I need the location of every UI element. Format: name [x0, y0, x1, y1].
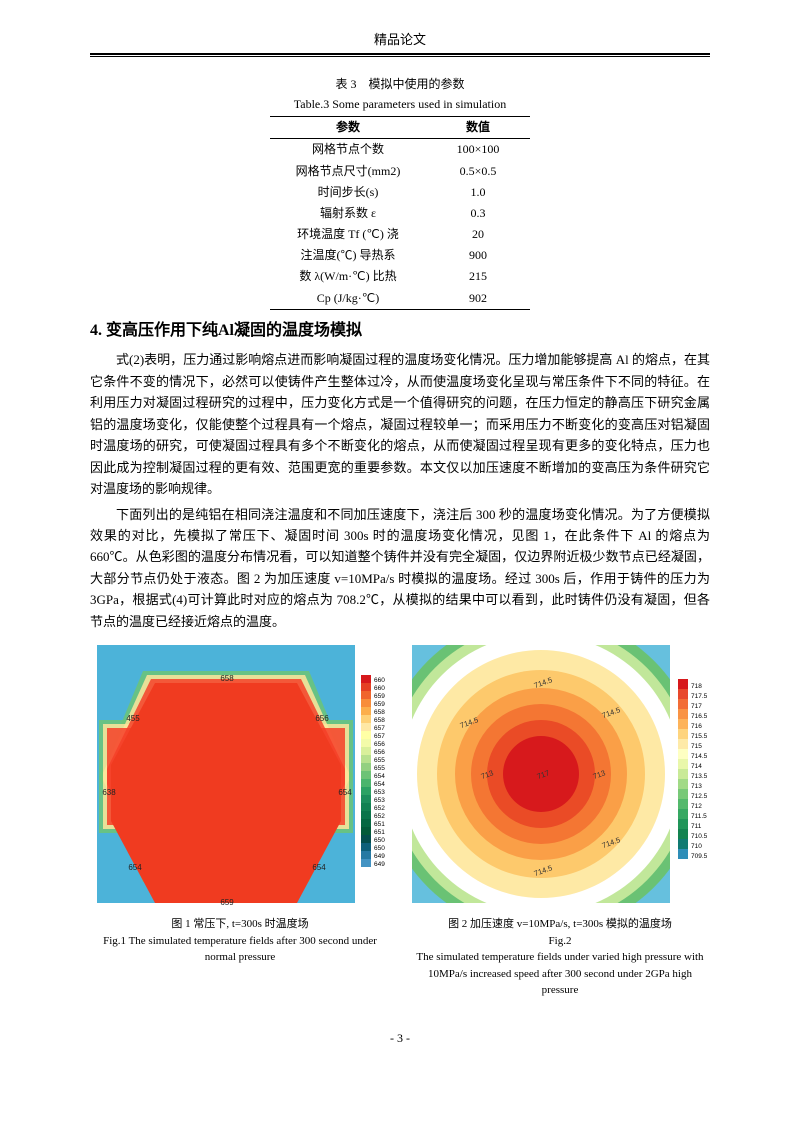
table-row: 辐射系数 ε0.3 — [270, 203, 530, 224]
svg-text:655.5: 655.5 — [374, 757, 385, 764]
table-row: Cp (J/kg·℃)902 — [270, 288, 530, 310]
svg-text:649: 649 — [374, 861, 385, 868]
svg-text:656: 656 — [315, 714, 329, 723]
cell-param: 环境温度 Tf (℃) 浇 — [270, 224, 426, 245]
svg-text:655: 655 — [374, 765, 385, 772]
svg-text:717: 717 — [691, 703, 702, 710]
svg-text:710: 710 — [691, 843, 702, 850]
table-row: 网格节点个数100×100 — [270, 139, 530, 161]
cell-value: 1.0 — [426, 182, 530, 203]
svg-text:660: 660 — [374, 685, 385, 692]
cell-value: 900 — [426, 245, 530, 266]
svg-text:716: 716 — [691, 723, 702, 730]
cell-param: Cp (J/kg·℃) — [270, 288, 426, 310]
cell-param: 数 λ(W/m·℃) 比热 — [270, 266, 426, 287]
svg-text:715: 715 — [691, 743, 702, 750]
svg-text:718: 718 — [691, 683, 702, 690]
svg-text:652: 652 — [374, 813, 385, 820]
svg-text:455: 455 — [126, 714, 140, 723]
svg-text:654: 654 — [312, 863, 326, 872]
svg-text:651.5: 651.5 — [374, 821, 385, 828]
svg-text:654.5: 654.5 — [374, 773, 385, 780]
svg-text:715.5: 715.5 — [691, 733, 708, 740]
parameters-table: 参数 数值 网格节点个数100×100网格节点尺寸(mm2)0.5×0.5时间步… — [270, 116, 530, 310]
cell-value: 20 — [426, 224, 530, 245]
table-caption-cn: 表 3 模拟中使用的参数 — [90, 75, 710, 94]
svg-text:654: 654 — [374, 781, 385, 788]
fig1-caption-en: Fig.1 The simulated temperature fields a… — [90, 933, 390, 966]
svg-text:659.5: 659.5 — [374, 693, 385, 700]
cell-param: 辐射系数 ε — [270, 203, 426, 224]
svg-text:654: 654 — [338, 788, 352, 797]
svg-text:650: 650 — [374, 845, 385, 852]
svg-text:711: 711 — [691, 823, 702, 830]
cell-param: 时间步长(s) — [270, 182, 426, 203]
cell-value: 215 — [426, 266, 530, 287]
cell-value: 100×100 — [426, 139, 530, 161]
cell-param: 注温度(℃) 导热系 — [270, 245, 426, 266]
table-row: 时间步长(s)1.0 — [270, 182, 530, 203]
table-row: 数 λ(W/m·℃) 比热215 — [270, 266, 530, 287]
svg-text:713.5: 713.5 — [691, 773, 708, 780]
svg-text:714: 714 — [691, 763, 702, 770]
svg-text:659: 659 — [374, 701, 385, 708]
svg-text:658.5: 658.5 — [374, 709, 385, 716]
cell-value: 902 — [426, 288, 530, 310]
figure-2: 714.5714.5717713713714.5714.5714.5718717… — [410, 640, 710, 999]
fig2-caption: 图 2 加压速度 v=10MPa/s, t=300s 模拟的温度场 Fig.2 … — [410, 916, 710, 999]
figures-row: 658656654654659654638455660.5660659.5659… — [90, 640, 710, 999]
table-row: 注温度(℃) 导热系900 — [270, 245, 530, 266]
svg-text:711.5: 711.5 — [691, 813, 707, 820]
svg-text:658: 658 — [220, 674, 234, 683]
fig1-heatmap: 658656654654659654638455660.5660659.5659… — [95, 640, 385, 910]
fig1-caption: 图 1 常压下, t=300s 时温度场 Fig.1 The simulated… — [90, 916, 390, 966]
cell-param: 网格节点尺寸(mm2) — [270, 161, 426, 182]
header-rule-thin — [90, 56, 710, 57]
paragraph-2: 下面列出的是纯铝在相同浇注温度和不同加压速度下，浇注后 300 秒的温度场变化情… — [90, 504, 710, 633]
svg-text:654: 654 — [128, 863, 142, 872]
svg-text:658: 658 — [374, 717, 385, 724]
table-row: 环境温度 Tf (℃) 浇20 — [270, 224, 530, 245]
fig2-caption-en-a: Fig.2 — [410, 933, 710, 950]
svg-text:656: 656 — [374, 749, 385, 756]
svg-text:656.5: 656.5 — [374, 741, 385, 748]
cell-value: 0.5×0.5 — [426, 161, 530, 182]
svg-text:717.5: 717.5 — [691, 693, 708, 700]
svg-text:713: 713 — [691, 783, 702, 790]
fig2-caption-en-b: The simulated temperature fields under v… — [410, 949, 710, 999]
svg-text:716.5: 716.5 — [691, 713, 708, 720]
page-number: - 3 - — [90, 1029, 710, 1048]
svg-text:710.5: 710.5 — [691, 833, 708, 840]
svg-text:714.5: 714.5 — [691, 753, 708, 760]
fig2-caption-cn: 图 2 加压速度 v=10MPa/s, t=300s 模拟的温度场 — [448, 918, 672, 930]
header-rule-thick — [90, 53, 710, 55]
svg-text:653: 653 — [374, 797, 385, 804]
paragraph-1: 式(2)表明，压力通过影响熔点进而影响凝固过程的温度场变化情况。压力增加能够提高… — [90, 349, 710, 499]
page-header: 精品论文 — [90, 30, 710, 51]
svg-text:657: 657 — [374, 733, 385, 740]
cell-param: 网格节点个数 — [270, 139, 426, 161]
svg-text:638: 638 — [102, 788, 116, 797]
svg-text:709.5: 709.5 — [691, 853, 708, 860]
svg-text:660.5: 660.5 — [374, 677, 385, 684]
table-caption-en: Table.3 Some parameters used in simulati… — [90, 95, 710, 114]
fig1-caption-cn: 图 1 常压下, t=300s 时温度场 — [171, 918, 308, 930]
svg-text:659: 659 — [220, 898, 234, 907]
th-param: 参数 — [270, 117, 426, 139]
svg-text:650.5: 650.5 — [374, 837, 385, 844]
fig2-heatmap: 714.5714.5717713713714.5714.5714.5718717… — [410, 640, 710, 910]
svg-text:652.5: 652.5 — [374, 805, 385, 812]
section-title: 4. 变高压作用下纯Al凝固的温度场模拟 — [90, 318, 710, 344]
svg-text:712.5: 712.5 — [691, 793, 708, 800]
svg-text:649.5: 649.5 — [374, 853, 385, 860]
cell-value: 0.3 — [426, 203, 530, 224]
svg-text:712: 712 — [691, 803, 702, 810]
th-value: 数值 — [426, 117, 530, 139]
svg-text:651: 651 — [374, 829, 385, 836]
table-row: 网格节点尺寸(mm2)0.5×0.5 — [270, 161, 530, 182]
figure-1: 658656654654659654638455660.5660659.5659… — [90, 640, 390, 999]
svg-text:657.5: 657.5 — [374, 725, 385, 732]
svg-text:653.5: 653.5 — [374, 789, 385, 796]
